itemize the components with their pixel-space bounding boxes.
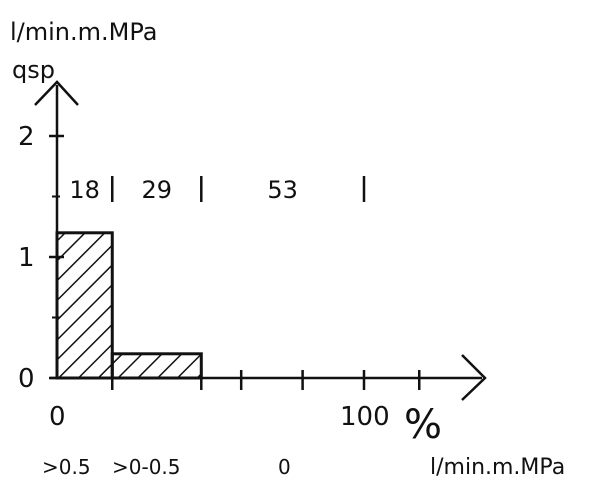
share-label: 29 xyxy=(142,176,173,204)
y-symbol-label: qsp xyxy=(12,56,55,84)
y-tick-label: 2 xyxy=(18,122,35,152)
x-ticks: 0 100 xyxy=(49,370,421,432)
category-axis-unit: l/min.m.MPa xyxy=(430,455,565,480)
category-label: >0.5 xyxy=(42,455,91,479)
share-label: 18 xyxy=(69,176,100,204)
y-unit-label: l/min.m.MPa xyxy=(10,18,157,46)
bar xyxy=(55,231,114,380)
bar xyxy=(110,352,203,380)
x-tick-label: 100 xyxy=(340,402,390,432)
y-tick-label: 0 xyxy=(18,364,35,394)
x-unit-label: % xyxy=(404,402,442,448)
category-label: >0-0.5 xyxy=(112,455,181,479)
share-labels: 18 29 53 xyxy=(69,176,366,204)
share-label: 53 xyxy=(267,176,298,204)
category-labels: >0.5 >0-0.5 0 xyxy=(42,455,291,479)
x-tick-label: 0 xyxy=(49,402,66,432)
category-label: 0 xyxy=(278,455,291,479)
y-tick-label: 1 xyxy=(18,243,35,273)
bars xyxy=(55,231,203,380)
